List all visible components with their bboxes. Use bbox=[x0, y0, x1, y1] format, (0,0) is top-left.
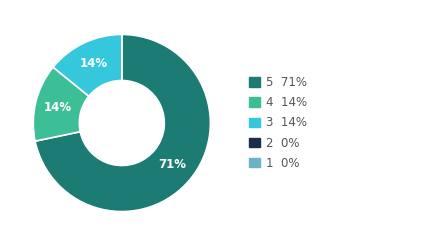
Wedge shape bbox=[35, 34, 210, 212]
Text: 14%: 14% bbox=[44, 101, 72, 114]
Wedge shape bbox=[33, 67, 89, 141]
Text: 71%: 71% bbox=[159, 158, 187, 171]
Legend: 5  71%, 4  14%, 3  14%, 2  0%, 1  0%: 5 71%, 4 14%, 3 14%, 2 0%, 1 0% bbox=[249, 76, 307, 170]
Wedge shape bbox=[53, 34, 122, 96]
Text: 14%: 14% bbox=[80, 57, 108, 70]
